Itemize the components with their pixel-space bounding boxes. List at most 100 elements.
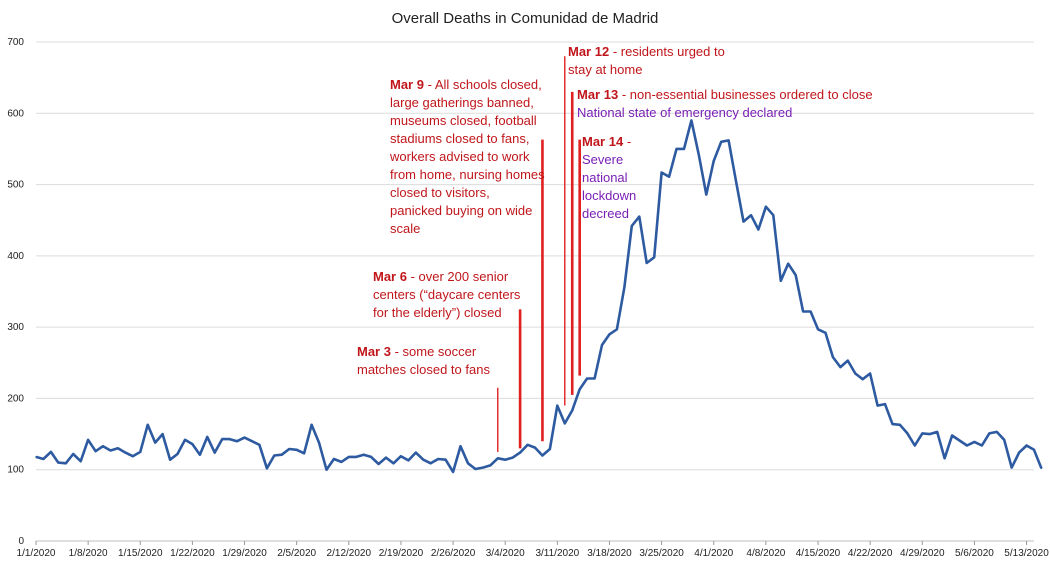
data-point (757, 228, 760, 231)
data-point (899, 424, 901, 426)
y-tick-label: 400 (7, 251, 24, 262)
data-point (236, 440, 238, 443)
data-point (42, 458, 45, 460)
annotation-date: Mar 9 (390, 77, 424, 92)
x-tick-label: 3/18/2020 (587, 548, 632, 559)
event-markers (497, 56, 581, 452)
data-point (601, 344, 603, 346)
x-tick-label: 4/22/2020 (848, 548, 893, 559)
data-point (690, 119, 693, 122)
x-tick-label: 2/5/2020 (277, 548, 316, 559)
data-point (176, 453, 179, 455)
data-point (392, 462, 395, 465)
data-point (750, 214, 752, 217)
data-point (549, 448, 551, 450)
data-point (854, 372, 857, 375)
data-point (519, 451, 521, 454)
gridlines (36, 41, 1034, 542)
data-point (139, 451, 142, 453)
data-point (631, 225, 633, 227)
data-point (146, 424, 149, 426)
data-point (869, 372, 871, 375)
data-point (616, 328, 618, 331)
data-point (876, 404, 879, 407)
data-point (109, 449, 112, 452)
data-point (951, 434, 953, 437)
data-point (221, 438, 223, 440)
data-point (891, 423, 894, 425)
data-point (824, 332, 827, 334)
data-point (467, 462, 469, 465)
annotation-subtext: National state of emergency declared (577, 105, 793, 120)
x-tick-label: 4/8/2020 (746, 548, 785, 559)
data-point (355, 456, 358, 458)
data-point (35, 456, 37, 458)
data-point (928, 433, 931, 435)
data-point (943, 457, 946, 460)
data-point (161, 433, 164, 435)
data-point (526, 443, 529, 446)
data-point (377, 463, 380, 465)
data-point (280, 453, 283, 456)
data-point (966, 444, 968, 447)
data-point (1010, 466, 1013, 469)
annotation-text: - residents urged to stay at home (568, 44, 725, 77)
annotation-date: Mar 6 (373, 269, 407, 284)
data-point (191, 443, 194, 445)
data-point (779, 280, 782, 282)
data-point (765, 205, 767, 208)
data-point (586, 377, 588, 380)
data-point (735, 180, 737, 183)
annotation-date: Mar 14 (582, 134, 624, 149)
data-point (623, 286, 626, 289)
data-point (511, 456, 514, 459)
data-point (415, 451, 417, 454)
data-point (452, 471, 454, 473)
data-point (79, 460, 82, 462)
data-point (333, 458, 335, 460)
data-point (563, 422, 566, 425)
data-point (1040, 467, 1043, 470)
data-point (184, 438, 186, 441)
data-point (64, 462, 67, 465)
annotation-date: Mar 13 (577, 87, 619, 102)
data-point (608, 333, 611, 336)
annotation-mar-14: Mar 14 - Severe national lockdown decree… (582, 133, 644, 223)
x-tick-label: 4/15/2020 (796, 548, 841, 559)
data-point (243, 436, 246, 439)
data-point (675, 148, 678, 150)
data-point (489, 464, 492, 467)
data-point (668, 175, 670, 178)
x-tick-label: 2/12/2020 (327, 548, 372, 559)
data-point (1025, 444, 1028, 447)
annotation-mar-3: Mar 3 - some soccer matches closed to fa… (357, 343, 502, 379)
data-point (802, 310, 804, 313)
annotation-mar-13: Mar 13 - non-essential businesses ordere… (577, 86, 877, 122)
data-point (720, 141, 722, 143)
data-point (117, 447, 119, 450)
x-tick-label: 5/6/2020 (955, 548, 994, 559)
data-point (712, 160, 715, 162)
data-point (571, 409, 574, 412)
data-point (362, 453, 365, 456)
data-point (727, 139, 730, 142)
x-tick-label: 1/22/2020 (170, 548, 215, 559)
data-point (698, 154, 700, 157)
data-point (288, 448, 291, 450)
data-point (57, 461, 60, 464)
data-point (884, 403, 886, 405)
data-point (578, 388, 581, 390)
data-point (847, 359, 849, 362)
data-point (348, 456, 350, 458)
data-point (199, 453, 201, 456)
data-point (981, 444, 983, 447)
annotation-text: - All schools closed, large gatherings b… (390, 77, 545, 236)
data-point (154, 441, 156, 444)
data-point (541, 454, 544, 457)
y-axis-ticks: 0 100 200 300 400 500 600 700 (7, 37, 24, 547)
annotation-mar-12: Mar 12 - residents urged to stay at home (568, 43, 738, 79)
data-point (87, 438, 89, 441)
data-point (169, 458, 171, 461)
annotation-date: Mar 3 (357, 344, 391, 359)
